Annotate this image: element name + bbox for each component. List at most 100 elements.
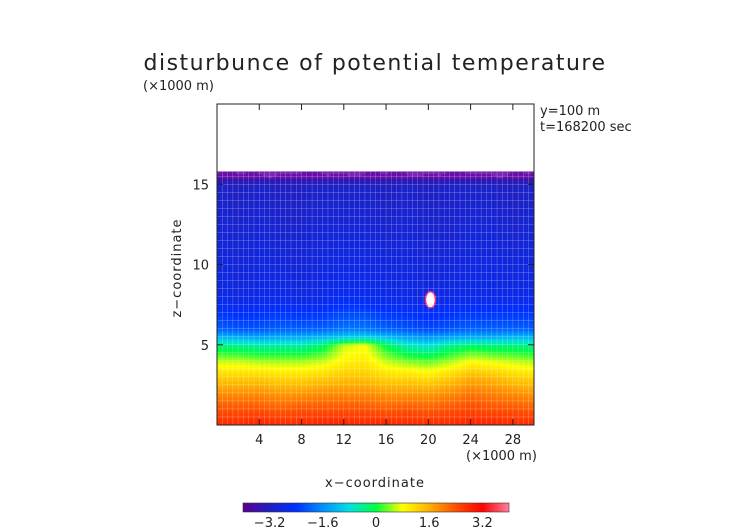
- field-cell: [359, 398, 363, 402]
- field-cell: [325, 374, 329, 378]
- field-cell: [383, 396, 387, 400]
- field-cell: [256, 386, 260, 390]
- field-cell: [401, 390, 406, 394]
- field-cell: [449, 402, 453, 406]
- field-cell: [267, 420, 271, 424]
- field-cell: [217, 406, 221, 410]
- field-cell: [285, 396, 289, 400]
- field-cell: [502, 392, 506, 396]
- field-cell: [438, 420, 443, 424]
- field-cell: [454, 416, 458, 420]
- field-cell: [277, 356, 281, 360]
- field-cell: [351, 358, 355, 362]
- field-cell: [396, 410, 400, 414]
- field-cell: [232, 418, 237, 422]
- field-cell: [499, 392, 503, 396]
- field-cell: [230, 382, 234, 386]
- field-cell: [288, 400, 292, 404]
- field-cell: [415, 418, 419, 422]
- field-cell: [372, 376, 377, 380]
- field-cell: [483, 398, 488, 402]
- field-cell: [412, 380, 416, 384]
- field-cell: [380, 390, 385, 394]
- field-cell: [449, 396, 453, 400]
- field-cell: [367, 354, 371, 358]
- field-cell: [362, 354, 366, 358]
- field-cell: [219, 358, 223, 362]
- field-cell: [285, 364, 289, 368]
- field-cell: [372, 410, 377, 414]
- field-cell: [470, 358, 474, 362]
- field-cell: [462, 390, 466, 394]
- field-cell: [415, 394, 419, 398]
- field-cell: [375, 352, 379, 356]
- field-cell: [333, 410, 337, 414]
- field-cell: [504, 420, 509, 424]
- field-cell: [306, 394, 311, 398]
- field-cell: [528, 358, 532, 362]
- field-cell: [267, 396, 271, 400]
- field-cell: [433, 394, 437, 398]
- field-cell: [219, 376, 223, 380]
- field-cell: [283, 390, 287, 394]
- field-cell: [275, 416, 279, 420]
- field-cell: [338, 402, 342, 406]
- field-cell: [467, 362, 472, 366]
- field-cell: [217, 414, 221, 418]
- field-cell: [362, 358, 366, 362]
- field-cell: [275, 376, 279, 380]
- field-cell: [425, 384, 429, 388]
- field-cell: [253, 412, 258, 416]
- field-cell: [309, 362, 313, 366]
- field-cell: [261, 416, 266, 420]
- field-cell: [259, 380, 263, 384]
- field-cell: [512, 352, 517, 356]
- field-cell: [285, 388, 289, 392]
- field-cell: [306, 360, 311, 364]
- field-cell: [504, 370, 509, 374]
- field-cell: [386, 382, 390, 386]
- field-cell: [261, 412, 266, 416]
- field-cell: [335, 416, 340, 420]
- field-cell: [454, 394, 458, 398]
- field-cell: [483, 410, 488, 414]
- field-cell: [412, 398, 416, 402]
- field-cell: [460, 410, 464, 414]
- field-cell: [351, 380, 355, 384]
- field-cell: [486, 362, 490, 366]
- field-cell: [269, 398, 274, 402]
- field-cell: [423, 414, 427, 418]
- field-cell: [251, 394, 255, 398]
- field-cell: [298, 402, 303, 406]
- field-cell: [261, 364, 266, 368]
- field-cell: [354, 362, 358, 366]
- field-cell: [259, 362, 263, 366]
- field-cell: [312, 408, 316, 412]
- field-cell: [507, 398, 511, 402]
- field-cell: [467, 410, 472, 414]
- field-cell: [404, 352, 408, 356]
- field-cell: [322, 390, 326, 394]
- field-cell: [383, 374, 387, 378]
- field-cell: [470, 352, 474, 356]
- field-cell: [420, 368, 424, 372]
- field-cell: [301, 414, 305, 418]
- field-cell: [531, 398, 534, 402]
- field-cell: [470, 398, 474, 402]
- field-cell: [526, 422, 530, 425]
- field-cell: [346, 406, 350, 410]
- field-cell: [475, 370, 480, 374]
- field-cell: [460, 406, 464, 410]
- field-cell: [351, 360, 355, 364]
- field-cell: [285, 392, 289, 396]
- field-cell: [401, 370, 406, 374]
- field-cell: [375, 354, 379, 358]
- field-cell: [473, 398, 477, 402]
- field-cell: [460, 374, 464, 378]
- field-cell: [272, 402, 276, 406]
- field-cell: [502, 370, 506, 374]
- field-cell: [407, 352, 411, 356]
- field-cell: [293, 350, 297, 354]
- field-cell: [486, 408, 490, 412]
- field-cell: [483, 370, 488, 374]
